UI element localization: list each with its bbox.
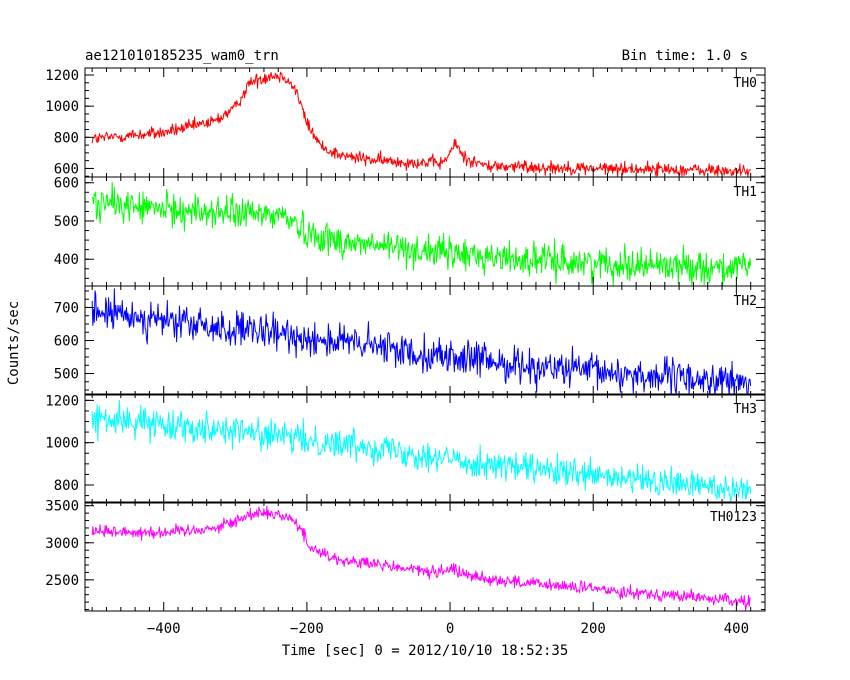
y-tick-label: 1000 bbox=[45, 436, 79, 452]
y-tick-label: 1000 bbox=[45, 99, 79, 115]
x-axis: −400 −200 0 200 400 bbox=[147, 621, 749, 637]
series-line-th2 bbox=[91, 288, 752, 395]
y-tick-label: 500 bbox=[54, 214, 79, 230]
y-tick-label: 1200 bbox=[45, 393, 79, 409]
panel-th2: 500 600 700 TH2 bbox=[54, 285, 766, 396]
series-line-th1 bbox=[91, 181, 752, 286]
panel-label-th3: TH3 bbox=[734, 402, 757, 417]
x-axis-title: Time [sec] 0 = 2012/10/10 18:52:35 bbox=[282, 643, 569, 659]
panel-frame-th3 bbox=[84, 393, 766, 504]
y-tick-label: 2500 bbox=[45, 573, 79, 589]
y-tick-label: 400 bbox=[54, 252, 79, 268]
panel-th0: 600 800 1000 1200 TH0 bbox=[45, 67, 766, 178]
x-tick-label: −400 bbox=[147, 621, 181, 637]
y-tick-label: 3000 bbox=[45, 536, 79, 552]
panel-label-th0123: TH0123 bbox=[710, 510, 757, 525]
y-tick-label: 800 bbox=[54, 478, 79, 494]
series-line-th3 bbox=[91, 399, 752, 503]
y-axis-title: Counts/sec bbox=[6, 301, 22, 385]
y-tick-label: 600 bbox=[54, 334, 79, 350]
panels-group: 600 800 1000 1200 TH0 400 500 600 TH1 500 600 700 TH… bbox=[45, 67, 766, 612]
chart-title-right: Bin time: 1.0 s bbox=[622, 48, 748, 64]
y-tick-label: 700 bbox=[54, 300, 79, 316]
x-tick-label: 0 bbox=[446, 621, 454, 637]
x-tick-label: −200 bbox=[290, 621, 324, 637]
panel-th1: 400 500 600 TH1 bbox=[54, 176, 766, 287]
panel-label-th1: TH1 bbox=[734, 185, 757, 200]
series-line-th0123 bbox=[91, 505, 751, 611]
panel-frame-th0 bbox=[84, 67, 766, 178]
y-tick-label: 600 bbox=[54, 161, 79, 177]
series-line-th0 bbox=[91, 71, 752, 177]
y-tick-label: 500 bbox=[54, 367, 79, 383]
y-tick-label: 3500 bbox=[45, 499, 79, 515]
x-tick-label: 200 bbox=[581, 621, 606, 637]
panel-th3: 800 1000 1200 TH3 bbox=[45, 393, 766, 504]
panel-label-th2: TH2 bbox=[734, 294, 757, 309]
panel-th0123: 2500 3000 3500 TH0123 bbox=[45, 499, 766, 612]
y-tick-label: 800 bbox=[54, 130, 79, 146]
y-tick-label: 1200 bbox=[45, 68, 79, 84]
x-tick-label: 400 bbox=[724, 621, 749, 637]
chart-title-left: ae121010185235_wam0_trn bbox=[85, 48, 279, 64]
panel-label-th0: TH0 bbox=[734, 76, 757, 91]
panel-frame-th0123 bbox=[84, 501, 766, 612]
y-tick-label: 600 bbox=[54, 176, 79, 192]
